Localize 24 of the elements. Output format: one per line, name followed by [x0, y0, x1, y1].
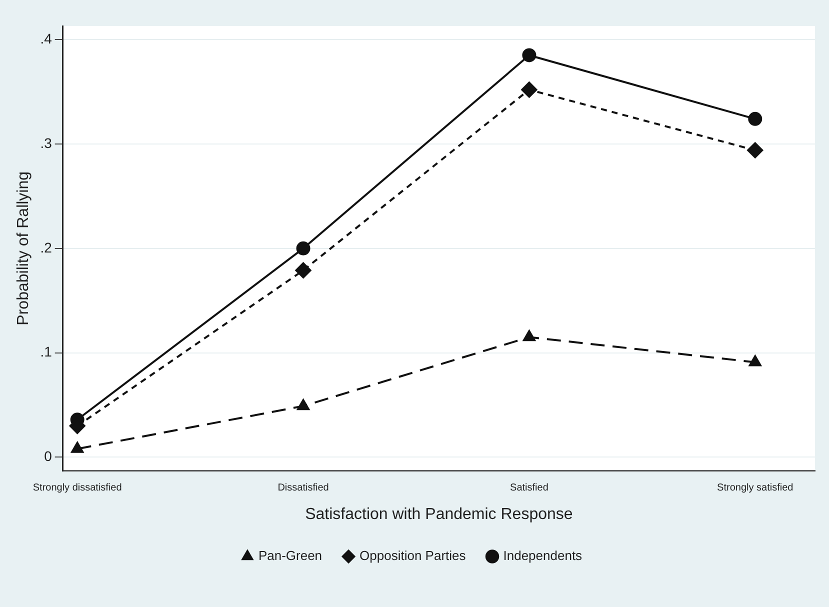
- y-tick-label: .3: [40, 134, 52, 151]
- legend-label: Independents: [503, 548, 583, 564]
- point: [297, 399, 310, 410]
- point: [71, 442, 84, 453]
- x-tick-label: Satisfied: [510, 482, 548, 494]
- x-axis-title: Satisfaction with Pandemic Response: [305, 506, 573, 523]
- point: [295, 262, 312, 278]
- x-tick-label: Strongly dissatisfied: [32, 482, 122, 494]
- y-axis-title: Probability of Rallying: [15, 171, 32, 326]
- y-tick-label: .4: [40, 30, 52, 46]
- point: [748, 355, 762, 366]
- point: [522, 48, 536, 62]
- y-tick-label: .1: [40, 344, 52, 360]
- point: [748, 112, 762, 126]
- x-tick-label: Strongly satisfied: [717, 482, 794, 494]
- point: [523, 330, 536, 342]
- point: [747, 142, 764, 158]
- legend-label: Opposition Parties: [360, 548, 466, 564]
- y-tick-label: 0: [44, 448, 52, 464]
- x-tick-label: Dissatisfied: [278, 482, 329, 494]
- point: [521, 82, 538, 98]
- legend-label: Pan-Green: [258, 548, 322, 564]
- point: [296, 241, 310, 256]
- y-tick-label: .2: [40, 239, 52, 256]
